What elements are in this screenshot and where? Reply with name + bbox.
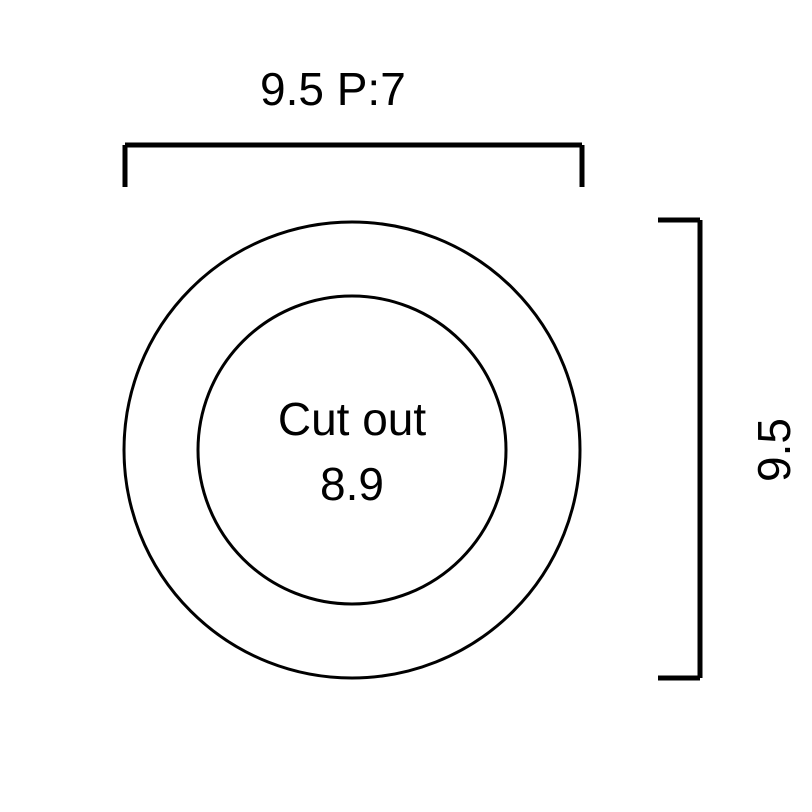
- center-label-line1: Cut out: [278, 393, 427, 445]
- center-label-line2: 8.9: [320, 458, 384, 510]
- top-dimension-label: 9.5 P:7: [260, 63, 406, 115]
- inner-circle: [198, 296, 506, 604]
- technical-diagram: 9.5 P:7 9.5 Cut out 8.9: [0, 0, 812, 812]
- right-dimension-label: 9.5: [748, 418, 800, 482]
- top-dimension-bracket: [125, 145, 582, 187]
- right-dimension-bracket: [658, 220, 700, 678]
- outer-circle: [124, 222, 580, 678]
